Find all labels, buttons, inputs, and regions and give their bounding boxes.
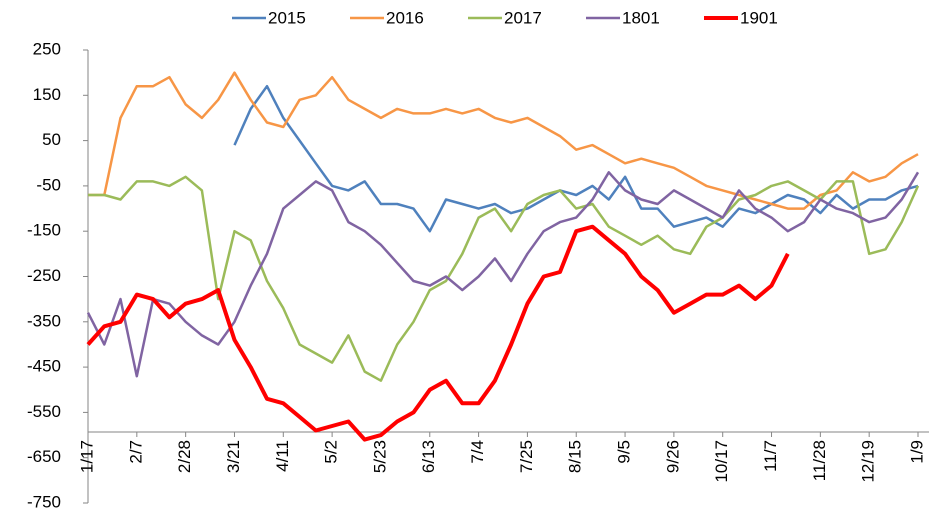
y-tick-label: -250 [27, 266, 61, 285]
x-tick-label: 2/28 [175, 440, 194, 473]
y-tick-label: 150 [33, 85, 61, 104]
x-tick-label: 11/28 [810, 440, 829, 481]
x-tick-label: 8/15 [566, 440, 585, 473]
y-tick-label: 50 [42, 130, 61, 149]
x-tick-label: 9/26 [663, 440, 682, 473]
legend-label: 2017 [504, 8, 542, 27]
series-line [88, 71, 919, 210]
x-tick-label: 4/11 [273, 440, 292, 472]
x-tick-label: 10/17 [712, 440, 731, 483]
x-tick-label: 7/25 [517, 440, 536, 473]
legend-label: 1901 [740, 8, 778, 27]
y-tick-label: -750 [27, 492, 61, 511]
x-tick-label: 5/2 [322, 440, 341, 464]
y-tick-label: -550 [27, 402, 61, 421]
x-tick-label: 2/7 [126, 440, 145, 464]
series-line [88, 175, 920, 382]
x-tick-label: 5/23 [370, 440, 389, 473]
x-tick-label: 11/7 [761, 440, 780, 472]
x-tick-label: 7/4 [468, 440, 487, 464]
x-tick-label: 1/17 [77, 440, 96, 473]
y-tick-label: -350 [27, 311, 61, 330]
y-tick-label: -150 [27, 221, 61, 240]
y-tick-label: -450 [27, 357, 61, 376]
x-tick-label: 1/9 [907, 440, 926, 464]
x-tick-label: 6/13 [419, 440, 438, 473]
x-tick-label: 12/19 [859, 440, 878, 483]
series-line [86, 171, 920, 378]
x-tick-label: 9/5 [615, 440, 634, 464]
x-tick-label: 3/21 [224, 440, 243, 473]
series-line [233, 84, 919, 233]
legend-label: 2016 [386, 8, 424, 27]
y-tick-label: -50 [36, 175, 61, 194]
y-tick-label: 250 [33, 39, 61, 58]
legend-label: 2015 [268, 8, 306, 27]
legend-label: 1801 [622, 8, 660, 27]
y-tick-label: -650 [27, 447, 61, 466]
series-line [86, 224, 790, 442]
